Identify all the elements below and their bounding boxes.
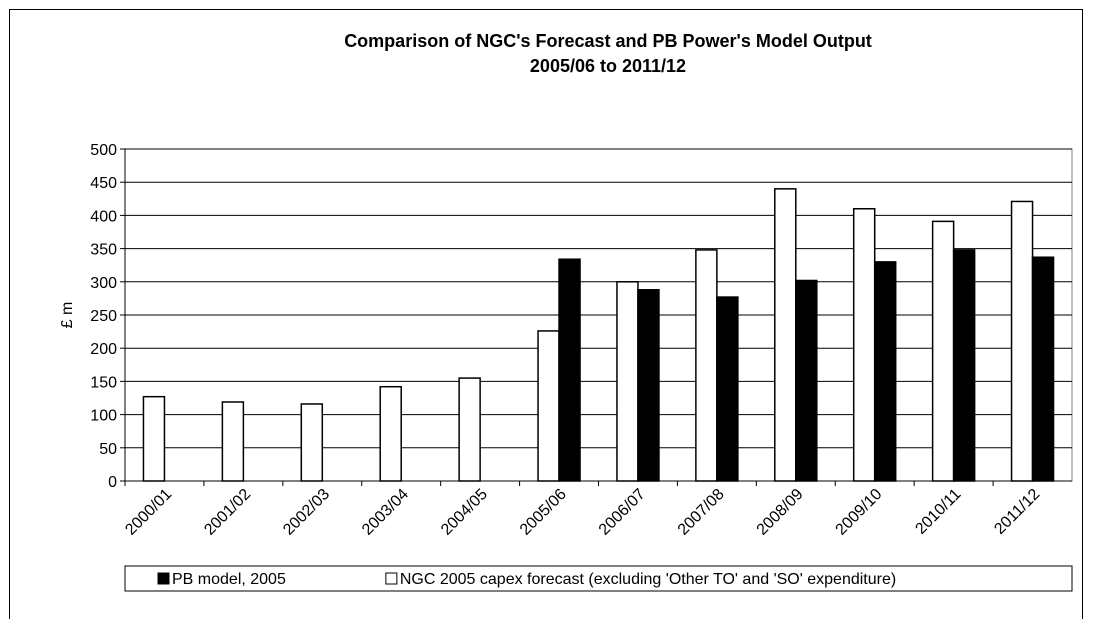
- bar: [873, 261, 897, 482]
- chart-title: Comparison of NGC's Forecast and PB Powe…: [344, 31, 872, 51]
- legend-label: PB model, 2005: [172, 571, 286, 588]
- y-tick-label: 300: [90, 275, 117, 292]
- bar: [695, 249, 718, 482]
- y-tick-label: 400: [90, 208, 117, 225]
- bar: [795, 279, 818, 482]
- bar: [537, 330, 560, 482]
- bar: [716, 296, 739, 482]
- y-tick-label: 500: [90, 142, 117, 159]
- y-axis-label: £ m: [59, 302, 76, 329]
- bar: [142, 395, 166, 482]
- legend-box: [124, 565, 1073, 592]
- y-tick-label: 50: [99, 441, 117, 458]
- bar: [1010, 200, 1034, 482]
- bar: [1031, 256, 1055, 482]
- y-tick-label: 350: [90, 242, 117, 259]
- bar: [931, 220, 955, 482]
- bar: [300, 403, 324, 482]
- bar: [458, 377, 481, 482]
- bar: [221, 401, 245, 482]
- y-tick-label: 200: [90, 341, 117, 358]
- bar: [952, 249, 976, 482]
- bar: [637, 289, 660, 482]
- bar: [379, 385, 402, 482]
- bar: [774, 188, 797, 482]
- y-tick-label: 450: [90, 175, 117, 192]
- legend-swatch: [157, 572, 170, 585]
- legend-swatch: [385, 572, 398, 585]
- y-tick-label: 100: [90, 408, 117, 425]
- y-tick-label: 0: [108, 474, 117, 491]
- bar: [852, 208, 876, 482]
- bar: [558, 258, 581, 482]
- y-tick-label: 250: [90, 308, 117, 325]
- legend-label: NGC 2005 capex forecast (excluding 'Othe…: [400, 571, 896, 588]
- chart-subtitle: 2005/06 to 2011/12: [530, 56, 686, 76]
- bar: [616, 281, 639, 482]
- y-tick-label: 150: [90, 374, 117, 391]
